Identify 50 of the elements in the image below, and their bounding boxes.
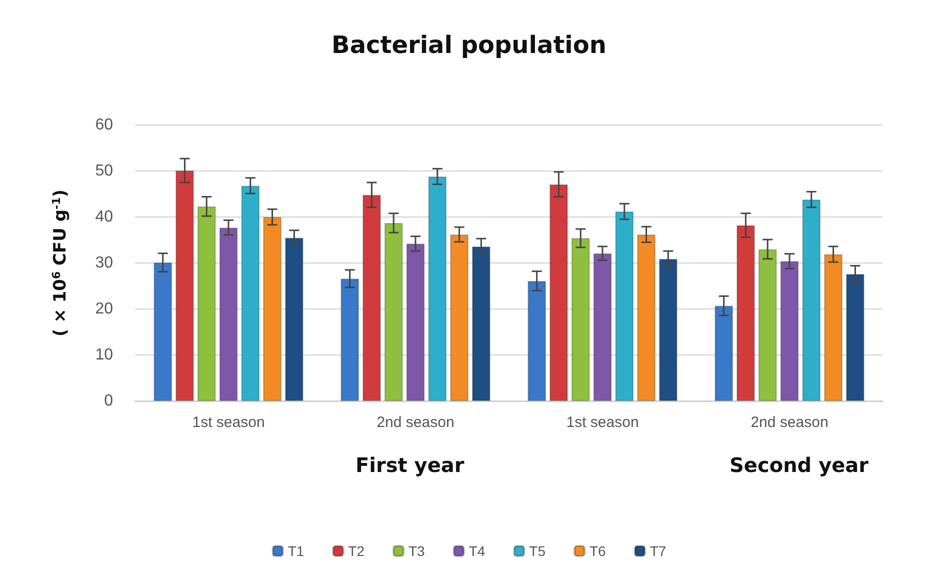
bar [472, 246, 490, 401]
y-tick-label: 40 [95, 208, 114, 226]
bar [637, 234, 656, 401]
bar [780, 261, 799, 401]
y-axis-title: ( × 106 CFU g-1) [50, 189, 70, 337]
bar [176, 170, 194, 401]
bar [219, 228, 238, 401]
legend-label: T7 [650, 543, 666, 559]
x-tick-label: 2nd season [376, 414, 454, 431]
bar [197, 206, 216, 401]
bar [714, 306, 733, 401]
bar [241, 186, 260, 401]
bar [615, 211, 634, 401]
y-tick-label: 60 [95, 116, 114, 134]
bar [384, 222, 403, 401]
bar [450, 234, 468, 401]
y-tick-label: 20 [95, 300, 114, 318]
bar [758, 249, 777, 401]
bar [428, 176, 447, 401]
bar [550, 184, 568, 401]
legend-label: T3 [408, 543, 426, 559]
x-tick-label: 2nd season [750, 414, 828, 431]
y-tick-label: 0 [104, 392, 114, 410]
bar [340, 278, 359, 401]
bar [362, 194, 381, 401]
y-tick-label: 50 [95, 162, 114, 180]
legend-label: T4 [468, 543, 486, 559]
text: First year [356, 453, 464, 477]
bar [263, 217, 282, 401]
legend-label: T1 [288, 543, 304, 559]
y-tick-label: 10 [95, 346, 114, 364]
text: Second year [730, 453, 869, 477]
bar [571, 238, 590, 401]
bar [802, 200, 821, 401]
bar [659, 258, 678, 401]
x-tick-label: 1st season [192, 414, 265, 431]
bar [846, 274, 864, 401]
bar [154, 262, 172, 401]
legend-label: T2 [348, 543, 365, 559]
legend-label: T6 [590, 543, 606, 559]
y-tick-label: 30 [95, 254, 114, 272]
bar [824, 254, 842, 401]
bar [528, 280, 546, 401]
legend-label: T5 [529, 543, 546, 559]
bar [285, 238, 304, 401]
bar [593, 253, 612, 401]
bar [736, 225, 755, 401]
x-tick-label: 1st season [566, 414, 639, 431]
chart-title: Bacterial population [332, 31, 606, 59]
bar [406, 244, 425, 401]
